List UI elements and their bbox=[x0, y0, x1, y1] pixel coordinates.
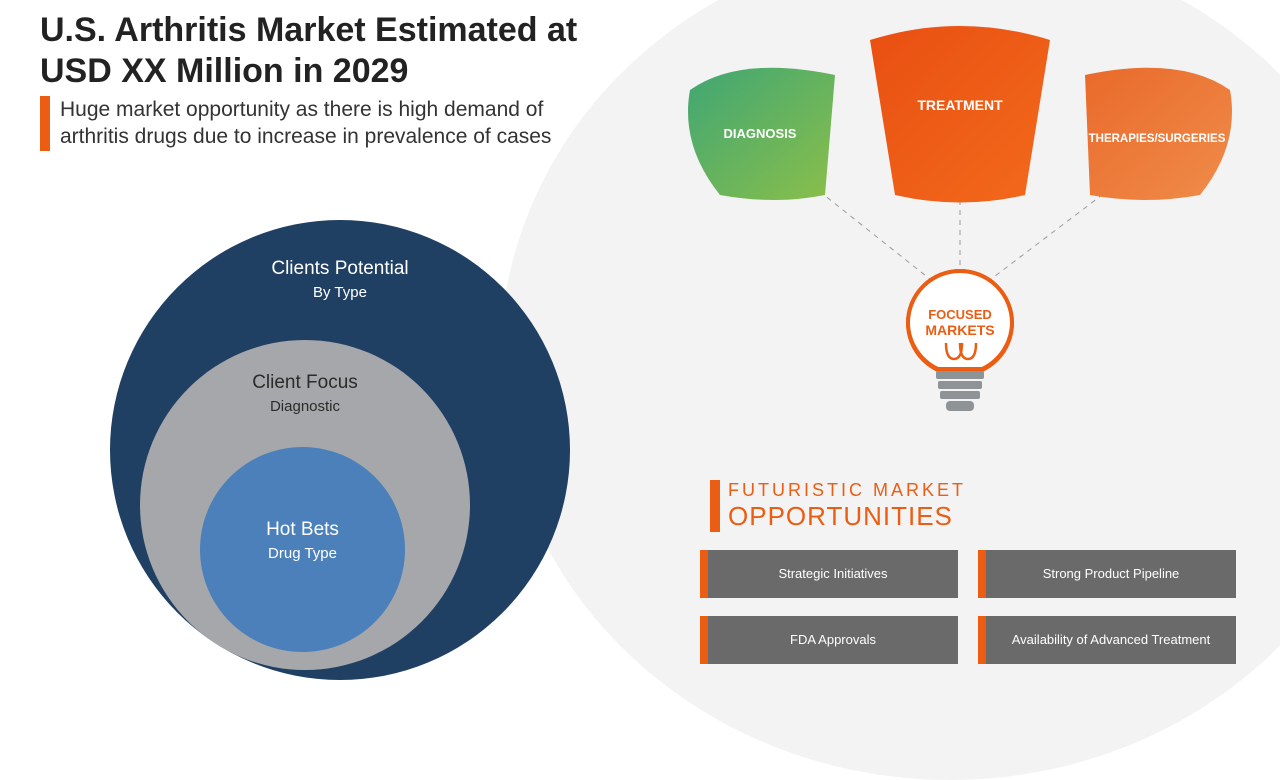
circle-inner: Hot Bets Drug Type bbox=[200, 447, 405, 652]
petal-label: DIAGNOSIS bbox=[724, 126, 797, 141]
subtitle-accent-bar bbox=[40, 96, 50, 151]
subtitle: Huge market opportunity as there is high… bbox=[40, 96, 600, 151]
opportunities-grid: Strategic Initiatives Strong Product Pip… bbox=[700, 550, 1250, 664]
focused-markets-fan: DIAGNOSIS TREATMENT THERAPIES/SURGERIES … bbox=[660, 30, 1260, 330]
circle-middle-label: Client Focus Diagnostic bbox=[140, 372, 470, 415]
opportunity-box: Availability of Advanced Treatment bbox=[978, 616, 1236, 664]
svg-text:FOCUSED: FOCUSED bbox=[928, 307, 992, 322]
lightbulb-icon: FOCUSED MARKETS bbox=[908, 271, 1012, 411]
circle-outer-label: Clients Potential By Type bbox=[110, 258, 570, 301]
subtitle-text: Huge market opportunity as there is high… bbox=[60, 96, 600, 151]
circle-inner-label: Hot Bets Drug Type bbox=[200, 519, 405, 562]
nested-circles-chart: Clients Potential By Type Client Focus D… bbox=[110, 220, 570, 680]
opportunities-heading: FUTURISTIC MARKET OPPORTUNITIES bbox=[710, 480, 966, 532]
circle-middle: Client Focus Diagnostic Hot Bets Drug Ty… bbox=[140, 340, 470, 670]
opportunity-box: Strong Product Pipeline bbox=[978, 550, 1236, 598]
heading-line1: FUTURISTIC MARKET bbox=[728, 480, 966, 501]
fan-svg: DIAGNOSIS TREATMENT THERAPIES/SURGERIES … bbox=[660, 30, 1260, 450]
petal-label: TREATMENT bbox=[917, 97, 1003, 113]
petal-label: THERAPIES/SURGERIES bbox=[1089, 133, 1226, 145]
circle-outer: Clients Potential By Type Client Focus D… bbox=[110, 220, 570, 680]
heading-line2: OPPORTUNITIES bbox=[728, 501, 966, 532]
heading-accent-bar bbox=[710, 480, 720, 532]
page-title: U.S. Arthritis Market Estimated at USD X… bbox=[40, 10, 600, 92]
opportunity-box: FDA Approvals bbox=[700, 616, 958, 664]
opportunity-box: Strategic Initiatives bbox=[700, 550, 958, 598]
svg-text:MARKETS: MARKETS bbox=[925, 322, 994, 338]
petal-treatment bbox=[870, 26, 1050, 203]
